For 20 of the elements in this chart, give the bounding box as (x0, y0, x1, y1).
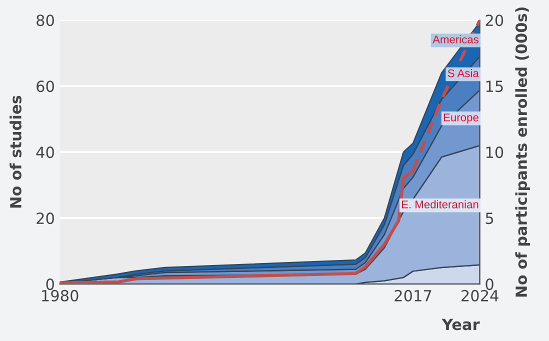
x-tick-label: 2024 (462, 290, 498, 302)
x-tick-label: 2017 (394, 290, 432, 302)
y-tick-label: 80 (36, 14, 54, 26)
x-tick-label: 1980 (42, 290, 78, 302)
y2-axis-title: No of participants enrolled (000s) (515, 7, 530, 297)
y-tick-label: 40 (36, 146, 54, 158)
y-tick-label: 0 (46, 278, 54, 290)
y2-tick-label: 10 (486, 146, 504, 158)
y-tick-label: 20 (36, 212, 54, 224)
series-label: E. Mediteranian (402, 200, 478, 208)
y-axis-title: No of studies (10, 96, 22, 208)
y2-tick-label: 5 (486, 212, 494, 224)
y2-tick-label: 0 (486, 278, 494, 290)
y-tick-label: 60 (36, 80, 54, 92)
y2-tick-label: 20 (486, 14, 504, 26)
y2-tick-label: 15 (486, 80, 503, 92)
x-axis-title: Year (442, 318, 480, 330)
series-label: Europe (444, 114, 478, 124)
series-label: S Asia (448, 69, 479, 78)
series-label: Americas (432, 35, 478, 44)
